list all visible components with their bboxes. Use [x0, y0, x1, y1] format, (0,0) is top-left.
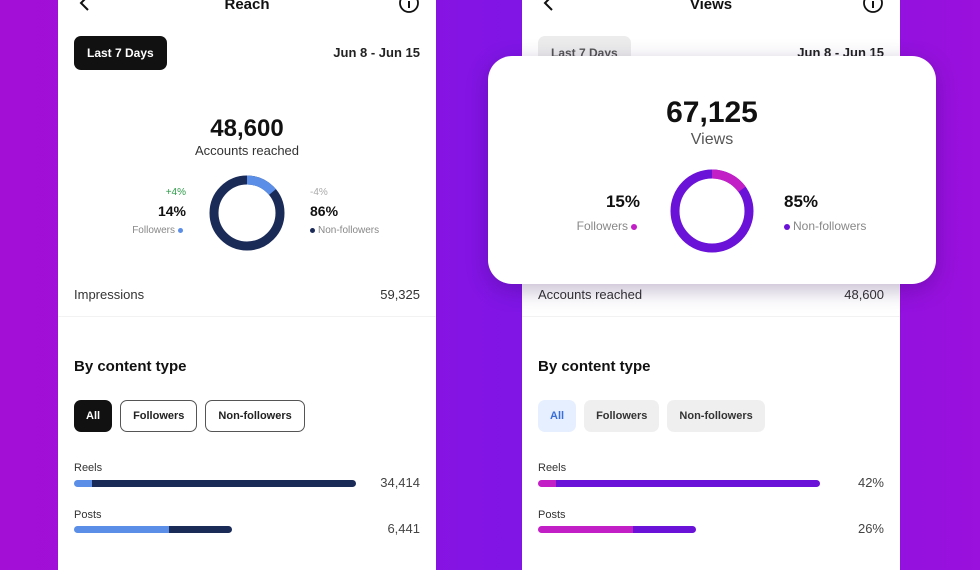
- accounts-reached-total: 48,600: [210, 115, 284, 142]
- nonfollowers-legend-label: Non-followers: [318, 225, 380, 236]
- followers-legend: Followers: [132, 225, 186, 236]
- filter-nonfollowers-button[interactable]: Non-followers: [205, 400, 305, 432]
- reach-screen: Reach Last 7 Days Jun 8 - Jun 15 48,600 …: [58, 0, 436, 570]
- accounts-reached-label: Accounts reached: [538, 287, 643, 302]
- views-donut-chart: [670, 169, 754, 253]
- date-filter-button[interactable]: Last 7 Days: [74, 36, 167, 70]
- filter-followers-button[interactable]: Followers: [584, 400, 660, 432]
- posts-bar-followers: [538, 526, 633, 533]
- views-total: 67,125: [666, 96, 758, 129]
- screen-title: Reach: [224, 0, 270, 13]
- filter-nonfollowers-button[interactable]: Non-followers: [667, 400, 765, 432]
- filter-all-button[interactable]: All: [74, 400, 113, 432]
- accounts-reached-label: Accounts reached: [194, 143, 300, 158]
- followers-legend: Followers: [577, 219, 640, 233]
- section-title: By content type: [74, 358, 187, 375]
- reels-bar-followers: [74, 480, 92, 487]
- nonfollowers-legend-label: Non-followers: [793, 219, 867, 233]
- reels-label: Reels: [538, 462, 567, 474]
- followers-change: +4%: [165, 187, 186, 198]
- posts-bar: [538, 526, 696, 533]
- nonfollowers-percent: 86%: [310, 203, 339, 219]
- posts-label: Posts: [74, 509, 102, 521]
- date-range-text: Jun 8 - Jun 15: [333, 45, 420, 60]
- nonfollowers-change: -4%: [310, 187, 328, 198]
- impressions-value: 59,325: [380, 287, 420, 302]
- back-arrow-icon[interactable]: [540, 0, 558, 12]
- section-title: By content type: [538, 358, 651, 375]
- date-range-row: Last 7 Days Jun 8 - Jun 15: [74, 36, 420, 70]
- info-icon[interactable]: [398, 0, 420, 14]
- nonfollowers-percent: 85%: [784, 192, 819, 211]
- reels-bar-nonfollowers: [92, 480, 356, 487]
- views-label: Views: [690, 131, 734, 148]
- content-filter-group: All Followers Non-followers: [74, 400, 305, 432]
- posts-label: Posts: [538, 509, 566, 521]
- back-arrow-icon[interactable]: [76, 0, 94, 12]
- followers-percent: 15%: [605, 192, 640, 211]
- posts-bar-followers: [74, 526, 169, 533]
- info-icon[interactable]: [862, 0, 884, 14]
- top-bar: Reach: [58, 0, 436, 16]
- followers-legend-label: Followers: [132, 225, 175, 236]
- reels-bar-followers: [538, 480, 556, 487]
- screen-title: Views: [689, 0, 733, 13]
- reels-bar: [538, 480, 820, 487]
- content-filter-group: All Followers Non-followers: [538, 400, 765, 432]
- donut-followers-arc: [670, 169, 754, 253]
- posts-bar-nonfollowers: [169, 526, 232, 533]
- impressions-label: Impressions: [74, 287, 145, 302]
- nonfollowers-dot-icon: [310, 227, 315, 233]
- divider: [522, 316, 900, 317]
- accounts-reached-row[interactable]: Accounts reached 48,600: [538, 287, 884, 302]
- followers-dot-icon: [631, 223, 637, 230]
- reach-donut-chart: [209, 175, 285, 251]
- filter-followers-button[interactable]: Followers: [120, 400, 198, 432]
- impressions-row[interactable]: Impressions 59,325: [74, 287, 420, 302]
- reels-label: Reels: [74, 462, 103, 474]
- accounts-reached-value: 48,600: [844, 287, 884, 302]
- reels-value: 34,414: [380, 475, 420, 490]
- posts-bar-nonfollowers: [633, 526, 696, 533]
- nonfollowers-legend: Non-followers: [310, 225, 379, 236]
- reels-value: 42%: [857, 475, 884, 490]
- top-bar: Views: [522, 0, 900, 16]
- posts-value: 6,441: [387, 521, 420, 536]
- posts-bar: [74, 526, 232, 533]
- followers-percent: 14%: [157, 203, 186, 219]
- nonfollowers-legend: Non-followers: [784, 219, 866, 233]
- nonfollowers-dot-icon: [784, 223, 790, 230]
- filter-all-button[interactable]: All: [538, 400, 577, 432]
- followers-dot-icon: [178, 227, 183, 233]
- followers-legend-label: Followers: [576, 219, 628, 233]
- reels-bar-nonfollowers: [556, 480, 820, 487]
- reels-bar: [74, 480, 356, 487]
- donut-followers-arc: [209, 175, 285, 251]
- views-summary-card: 67,125 Views 15% Followers 85% Non-follo…: [488, 56, 936, 284]
- divider: [58, 316, 436, 317]
- posts-value: 26%: [857, 521, 884, 536]
